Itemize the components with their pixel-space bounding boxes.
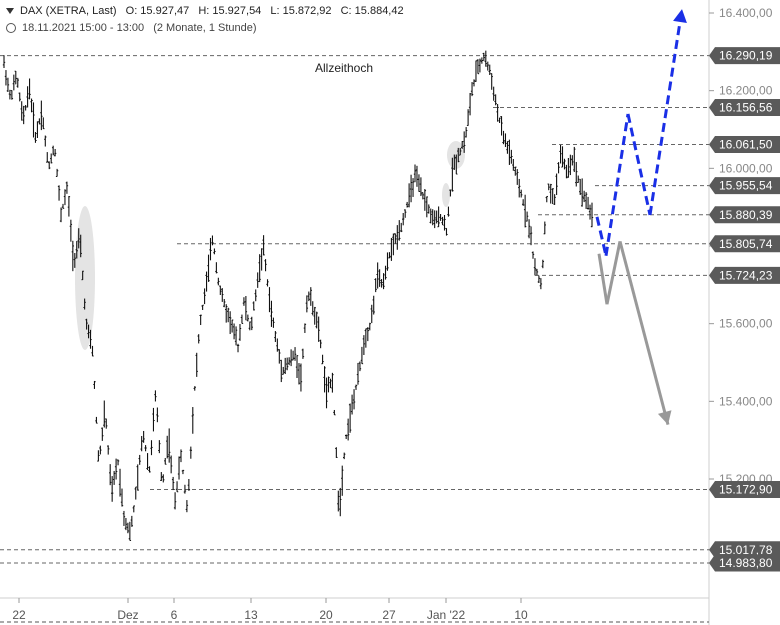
clock-icon (6, 23, 16, 34)
level-tag-label: 14.983,80 (719, 556, 773, 570)
level-tag (709, 135, 780, 153)
chart-subheader: 18.11.2021 15:00 - 13:00 (2 Monate, 1 St… (6, 22, 257, 34)
bull-arrow-head-icon (673, 9, 687, 24)
x-tick-label: 13 (244, 608, 258, 622)
level-tag-label: 16.061,50 (719, 137, 773, 151)
highlight-ellipse (442, 183, 450, 207)
open-value: O: 15.927,47 (125, 5, 190, 17)
x-tick-label: 20 (319, 608, 333, 622)
level-tag (709, 554, 780, 572)
low-value: L: 15.872,92 (270, 5, 332, 17)
bear-arrow-head-icon (657, 410, 672, 425)
level-tag (709, 47, 780, 65)
y-tick-label: 16.000,00 (719, 161, 773, 175)
bear-projection-segment (618, 240, 670, 426)
bear-projection-segment (597, 253, 609, 305)
level-tag-label: 15.724,23 (719, 268, 773, 282)
period-text: 18.11.2021 15:00 - 13:00 (22, 22, 145, 34)
level-tag (709, 266, 780, 284)
level-tag-label: 15.172,90 (719, 483, 773, 497)
collapse-caret-icon[interactable] (6, 8, 14, 15)
level-tag (709, 206, 780, 224)
y-tick-label: 15.400,00 (719, 394, 773, 408)
level-tag (709, 177, 780, 195)
bull-projection-segment (595, 216, 608, 257)
chart-header: DAX (XETRA, Last) O: 15.927,47 H: 15.927… (6, 5, 404, 17)
bull-projection-segment (648, 8, 684, 216)
x-tick-label: 22 (12, 608, 26, 622)
y-tick-label: 15.600,00 (719, 317, 773, 331)
bear-projection-segment (605, 241, 622, 305)
level-tag-label: 16.156,56 (719, 101, 773, 115)
level-tag-label: 15.880,39 (719, 208, 773, 222)
annotation-label: Allzeithoch (315, 61, 373, 75)
y-tick-label: 16.400,00 (719, 6, 773, 20)
x-tick-label: 10 (514, 608, 528, 622)
level-tag-label: 15.955,54 (719, 179, 773, 193)
level-tag-label: 15.805,74 (719, 237, 773, 251)
range-text: (2 Monate, 1 Stunde) (153, 22, 257, 34)
bull-projection-segment (604, 113, 630, 256)
level-tag-label: 16.290,19 (719, 49, 773, 63)
instrument-name: DAX (XETRA, Last) (20, 5, 117, 17)
x-tick-label: Dez (117, 608, 138, 622)
level-tag (709, 235, 780, 253)
highlight-ellipse (75, 206, 95, 350)
x-tick-label: 27 (382, 608, 396, 622)
close-value: C: 15.884,42 (340, 5, 404, 17)
bull-projection-segment (626, 113, 652, 216)
x-tick-label: 6 (171, 608, 178, 622)
x-tick-label: Jan '22 (427, 608, 466, 622)
level-tag (709, 99, 780, 117)
high-value: H: 15.927,54 (198, 5, 262, 17)
level-tag-label: 15.017,78 (719, 543, 773, 557)
level-tag (709, 481, 780, 499)
y-tick-label: 16.200,00 (719, 84, 773, 98)
level-tag (709, 541, 780, 559)
